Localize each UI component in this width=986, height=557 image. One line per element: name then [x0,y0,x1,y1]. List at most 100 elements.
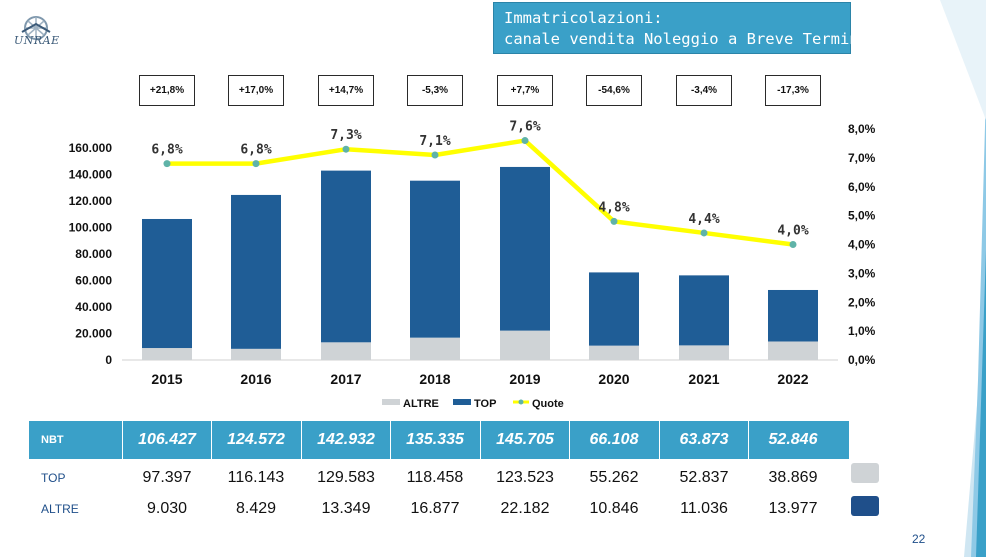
x-axis-tick-label: 2019 [509,371,540,387]
quote-line [167,138,794,247]
bar-altre [321,342,371,360]
table-cell: 66.108 [589,431,639,448]
bar-top [231,194,281,349]
table-cell: 13.977 [768,500,818,517]
bar-top [500,166,550,331]
x-axis-tick-label: 2018 [419,371,450,387]
bar-top [142,218,192,349]
table-cell: 8.429 [235,500,277,517]
left-axis-tick-label: 120.000 [69,194,113,208]
quote-point [610,217,618,225]
row-label: ALTRE [41,502,79,516]
title-line-1: Immatricolazioni: [504,9,663,27]
quote-point [342,145,350,153]
table-cell: 129.583 [317,469,375,486]
column-separator [122,421,123,459]
table-cell: 116.143 [227,469,285,486]
x-axis-tick-label: 2015 [151,371,182,387]
bar-top [679,275,729,346]
left-axis-tick-label: 40.000 [75,300,112,314]
unrae-logo [21,16,51,40]
growth-label: -3,4% [676,75,732,106]
bar-top [589,272,639,346]
table-cell: 38.869 [768,469,818,486]
right-axis-tick-label: 6,0% [848,180,876,194]
growth-label: +14,7% [318,75,374,106]
quote-data-label: 4,4% [688,212,719,227]
table-cell: 142.932 [317,431,375,448]
table-cell: 13.349 [321,500,371,517]
growth-label: -17,3% [765,75,821,106]
bar-altre [500,330,550,360]
quote-data-label: 4,0% [777,224,808,239]
legend-swatch-altre [851,463,879,483]
right-axis-tick-label: 1,0% [848,324,876,338]
table-cell: 106.427 [138,431,196,448]
quote-point [521,137,529,145]
slide-title: Immatricolazioni: canale vendita Noleggi… [493,2,868,54]
bar-top [410,180,460,338]
quote-data-label: 6,8% [240,143,271,158]
table-cell: 11.036 [680,500,728,517]
quote-point [252,160,260,168]
page-number: 22 [912,532,926,546]
column-separator [480,421,481,459]
column-separator [390,421,391,459]
quote-data-label: 6,8% [151,143,182,158]
right-axis-tick-label: 2,0% [848,295,876,309]
left-axis-tick-label: 160.000 [69,141,113,155]
right-axis-tick-label: 3,0% [848,266,876,280]
table-cell: 97.397 [142,469,192,486]
right-axis-tick-label: 5,0% [848,209,876,223]
column-separator [569,421,570,459]
bar-altre [589,345,639,360]
quote-data-label: 7,1% [419,134,450,149]
left-axis-tick-label: 0 [105,353,112,367]
decorative-edge [940,0,986,557]
column-separator [301,421,302,459]
left-axis-tick-label: 140.000 [69,168,113,182]
column-separator [748,421,749,459]
table-cell: 16.877 [410,500,460,517]
right-axis-tick-label: 0,0% [848,353,876,367]
title-line-2: canale vendita Noleggio a Breve Termine [504,30,868,48]
bar-altre [410,337,460,360]
x-axis-tick-label: 2020 [598,371,629,387]
legend-quote-label: Quote [532,398,564,410]
x-axis-tick-label: 2016 [240,371,271,387]
x-axis-tick-label: 2022 [777,371,808,387]
growth-label: +7,7% [497,75,553,106]
left-axis-tick-label: 80.000 [75,247,112,261]
bar-top [768,289,818,342]
left-axis-tick-label: 60.000 [75,274,112,288]
growth-label: +17,0% [228,75,284,106]
quote-point [163,160,171,168]
growth-label: +21,8% [139,75,195,106]
table-cell: 145.705 [496,431,554,448]
quote-data-label: 7,3% [330,128,361,143]
x-axis-tick-label: 2017 [330,371,361,387]
table-cell: 118.458 [406,469,464,486]
bar-altre [679,345,729,360]
bar-altre [142,348,192,360]
growth-label: -5,3% [407,75,463,106]
bar-altre [768,341,818,360]
column-separator [659,421,660,459]
row-label: NBT [41,434,64,446]
right-axis-tick-label: 4,0% [848,238,876,252]
left-axis-tick-label: 20.000 [75,327,112,341]
row-label: TOP [41,471,66,485]
bar-altre [231,348,281,360]
logo-text: UNRAE [14,34,60,47]
quote-point [431,151,439,159]
quote-point [700,229,708,237]
x-axis-tick-label: 2021 [688,371,719,387]
table-cell: 123.523 [496,469,554,486]
left-axis-tick-label: 100.000 [69,221,113,235]
quote-point [789,241,797,248]
table-row-nbt: NBT 106.427 124.572 142.932 135.335 145.705 6… [29,421,849,459]
legend-swatch-top [851,496,879,516]
table-row-altre: ALTRE 9.030 8.429 13.349 16.877 22.182 10.846… [29,490,849,528]
table-cell: 9.030 [146,500,188,517]
table-cell: 52.837 [679,469,729,486]
